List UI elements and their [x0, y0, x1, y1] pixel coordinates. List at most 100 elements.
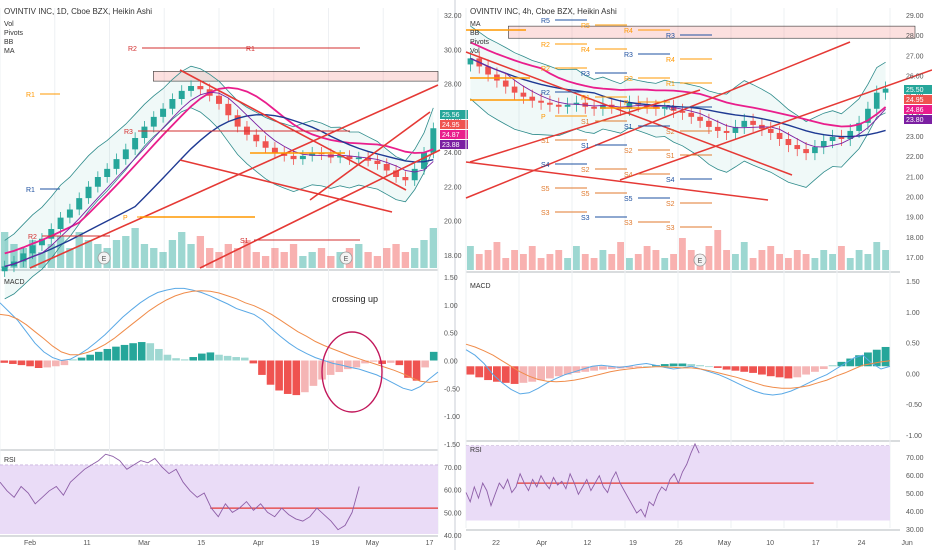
right-volume-bar	[687, 250, 695, 270]
right-macd-axis-label: 1.00	[906, 310, 920, 317]
left-macd-histogram-bar	[43, 360, 52, 368]
left-macd-histogram-bar	[386, 360, 395, 363]
macd-annotation-circle	[321, 331, 383, 413]
right-pivot-label: S1	[624, 124, 633, 131]
left-volume-bar	[233, 248, 242, 268]
left-macd-axis-label: -0.50	[444, 386, 460, 393]
right-macd-histogram-bar	[722, 366, 731, 370]
right-candle	[820, 141, 827, 148]
right-candle	[485, 66, 491, 75]
right-pivot-label: R5	[541, 18, 550, 25]
left-price-badge-label: 23.88	[442, 142, 460, 149]
left-macd-histogram-bar	[26, 360, 34, 367]
right-candle	[856, 122, 862, 131]
right-pivot-label: R5	[581, 23, 590, 30]
left-price-axis-label: 32.00	[444, 13, 462, 20]
left-volume-bar	[1, 232, 9, 268]
right-pivot-label: S2	[624, 148, 633, 155]
right-candle	[520, 92, 527, 97]
right-volume-bar	[475, 254, 483, 270]
right-rsi-axis-label: 70.00	[906, 455, 924, 462]
right-volume-bar	[855, 250, 863, 270]
right-candle	[803, 149, 809, 154]
left-volume-bar	[280, 252, 288, 268]
left-candle	[85, 186, 92, 199]
left-price-axis-label: 28.00	[444, 82, 462, 89]
left-trend-line	[199, 149, 441, 269]
right-volume-bar	[617, 242, 624, 270]
right-resistance-zone	[508, 25, 916, 39]
left-macd-axis-label: -1.50	[444, 442, 460, 449]
left-volume-bar	[140, 244, 149, 268]
right-volume-bar	[502, 258, 510, 270]
right-earnings-marker	[693, 253, 707, 267]
right-pivot-label: P	[541, 114, 546, 121]
left-candle	[374, 160, 381, 164]
right-price-axis-label: 22.00	[906, 154, 924, 161]
right-volume-bar	[546, 254, 554, 270]
right-macd-histogram-bar	[599, 366, 607, 370]
right-pivot-label: R3	[666, 33, 675, 40]
right-macd-histogram-bar	[563, 366, 572, 375]
right-macd-histogram-bar	[784, 366, 793, 379]
right-candle	[688, 112, 695, 117]
left-volume-bar	[159, 252, 167, 268]
right-macd-histogram-bar	[475, 366, 484, 378]
right-pivot-label: S4	[666, 177, 675, 184]
left-macd-histogram-bar	[198, 353, 206, 361]
right-time-axis-label: May	[718, 540, 732, 547]
left-volume-bar	[94, 244, 102, 268]
right-macd-histogram-bar	[660, 364, 669, 367]
right-pivot-label: R1	[581, 95, 590, 102]
right-candle	[626, 102, 633, 109]
right-pivot-label: R3	[581, 71, 590, 78]
left-candle	[225, 103, 232, 116]
left-macd-axis-label: 1.50	[444, 275, 458, 282]
left-macd-title: MACD	[4, 279, 25, 286]
left-time-axis-label: Mar	[138, 540, 151, 547]
left-candle	[104, 168, 111, 177]
right-candle	[591, 106, 597, 109]
left-candle	[57, 217, 64, 229]
right-macd-histogram-bar	[572, 366, 581, 373]
left-macd-histogram-bar	[275, 360, 283, 391]
right-volume-bar	[864, 254, 872, 270]
left-macd-histogram-bar	[283, 360, 292, 394]
right-candle	[723, 130, 730, 133]
left-macd-histogram-bar	[344, 360, 352, 370]
left-candle	[421, 152, 428, 169]
left-macd-axis-label: 1.00	[444, 303, 458, 310]
right-time-axis-label: 10	[766, 540, 774, 547]
left-candle	[141, 126, 148, 138]
left-candle	[169, 99, 176, 109]
left-trend-line	[29, 84, 439, 269]
right-pivot-label: S3	[581, 215, 590, 222]
right-macd-histogram-bar	[493, 366, 501, 382]
right-macd-title: MACD	[470, 283, 491, 290]
right-macd-axis-label: -0.50	[906, 402, 922, 409]
left-volume-bar	[411, 248, 419, 268]
left-time-axis-label: 15	[197, 540, 205, 547]
right-time-axis-label: 19	[629, 540, 637, 547]
left-macd-histogram-bar	[258, 360, 266, 375]
right-macd-axis-label: 1.50	[906, 279, 920, 286]
left-volume-bar	[401, 252, 410, 268]
left-volume-bar	[308, 252, 316, 268]
right-macd-histogram-bar	[678, 363, 687, 367]
right-volume-bar	[581, 254, 589, 270]
right-macd-histogram-bar	[501, 366, 510, 383]
right-candle	[502, 80, 509, 87]
right-pivot-label: R2	[541, 90, 550, 97]
right-macd-axis-label: -1.00	[906, 433, 922, 440]
left-volume-bar	[243, 240, 251, 268]
right-pivot-label: S3	[624, 220, 633, 227]
left-macd-axis-label: 0.00	[444, 359, 458, 366]
right-bb-lower	[470, 98, 886, 188]
right-price-axis-label: 17.00	[906, 255, 924, 262]
right-pivot-label: R1	[666, 105, 675, 112]
right-time-axis-label: 26	[675, 540, 683, 547]
left-macd-histogram-bar	[326, 360, 335, 375]
left-candle	[383, 164, 390, 171]
right-trend-line	[465, 41, 851, 199]
